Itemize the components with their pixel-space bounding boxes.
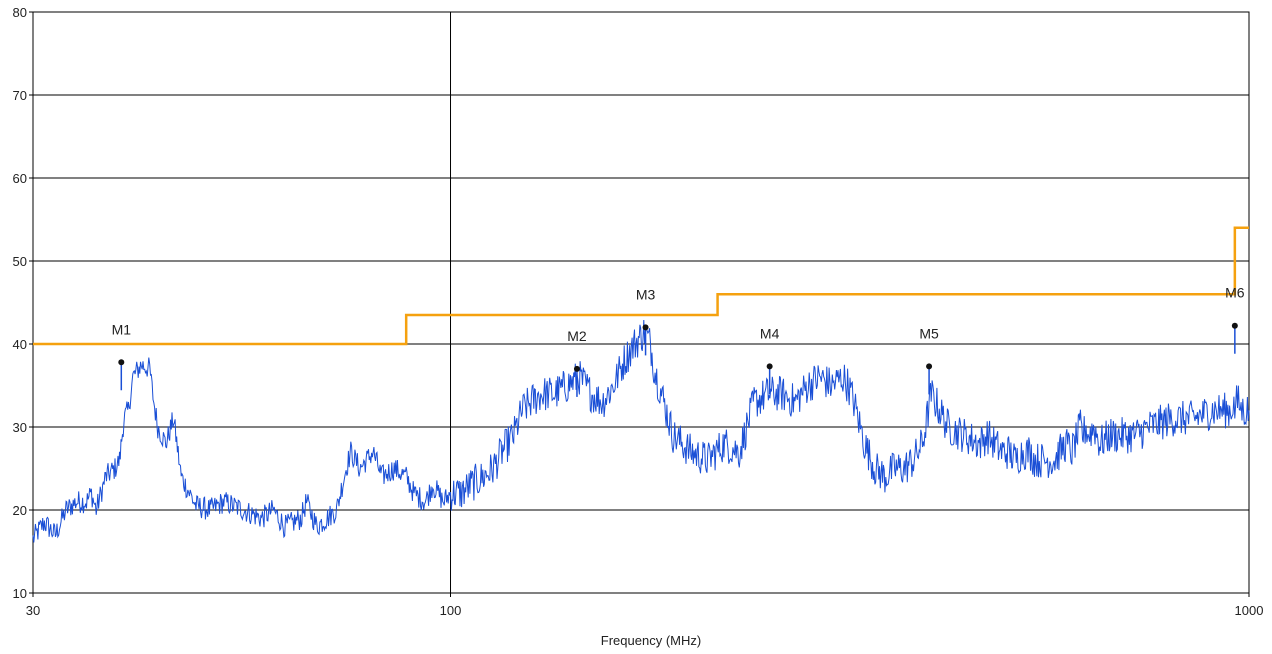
grid-lines	[29, 11, 1250, 597]
marker-dot	[573, 365, 580, 372]
plot-border	[32, 11, 1250, 594]
y-tick-label: 20	[13, 503, 27, 518]
marker-label: M5	[919, 325, 939, 341]
marker-label: M4	[760, 325, 780, 341]
limit-line-path	[33, 226, 1249, 346]
y-tick-label: 70	[13, 88, 27, 103]
marker-dot	[118, 359, 125, 366]
marker-label: M1	[112, 321, 132, 337]
limit-line	[33, 226, 1249, 346]
marker-label: M6	[1225, 285, 1245, 301]
measurement-trace	[32, 319, 1250, 543]
x-tick-label: 100	[440, 603, 462, 618]
marker-label: M3	[636, 286, 656, 302]
marker-label: M2	[567, 328, 587, 344]
marker-dot	[766, 363, 773, 370]
x-tick-labels: 30 100 1000	[26, 603, 1264, 618]
marker-dot	[1231, 322, 1238, 329]
x-tick-label: 30	[26, 603, 40, 618]
y-tick-label: 50	[13, 254, 27, 269]
y-tick-labels: 10 20 30 40 50 60 70 80	[13, 5, 27, 601]
y-tick-label: 30	[13, 420, 27, 435]
marker-dot	[642, 324, 649, 331]
x-axis-label: Frequency (MHz)	[601, 633, 701, 648]
y-tick-label: 40	[13, 337, 27, 352]
y-tick-label: 10	[13, 586, 27, 601]
marker-dot	[926, 363, 933, 370]
x-tick-label: 1000	[1235, 603, 1264, 618]
marker-group: M1 M2 M3 M4 M5 M6	[112, 285, 1245, 397]
y-tick-label: 60	[13, 171, 27, 186]
measurement-series	[32, 319, 1250, 543]
y-tick-label: 80	[13, 5, 27, 20]
